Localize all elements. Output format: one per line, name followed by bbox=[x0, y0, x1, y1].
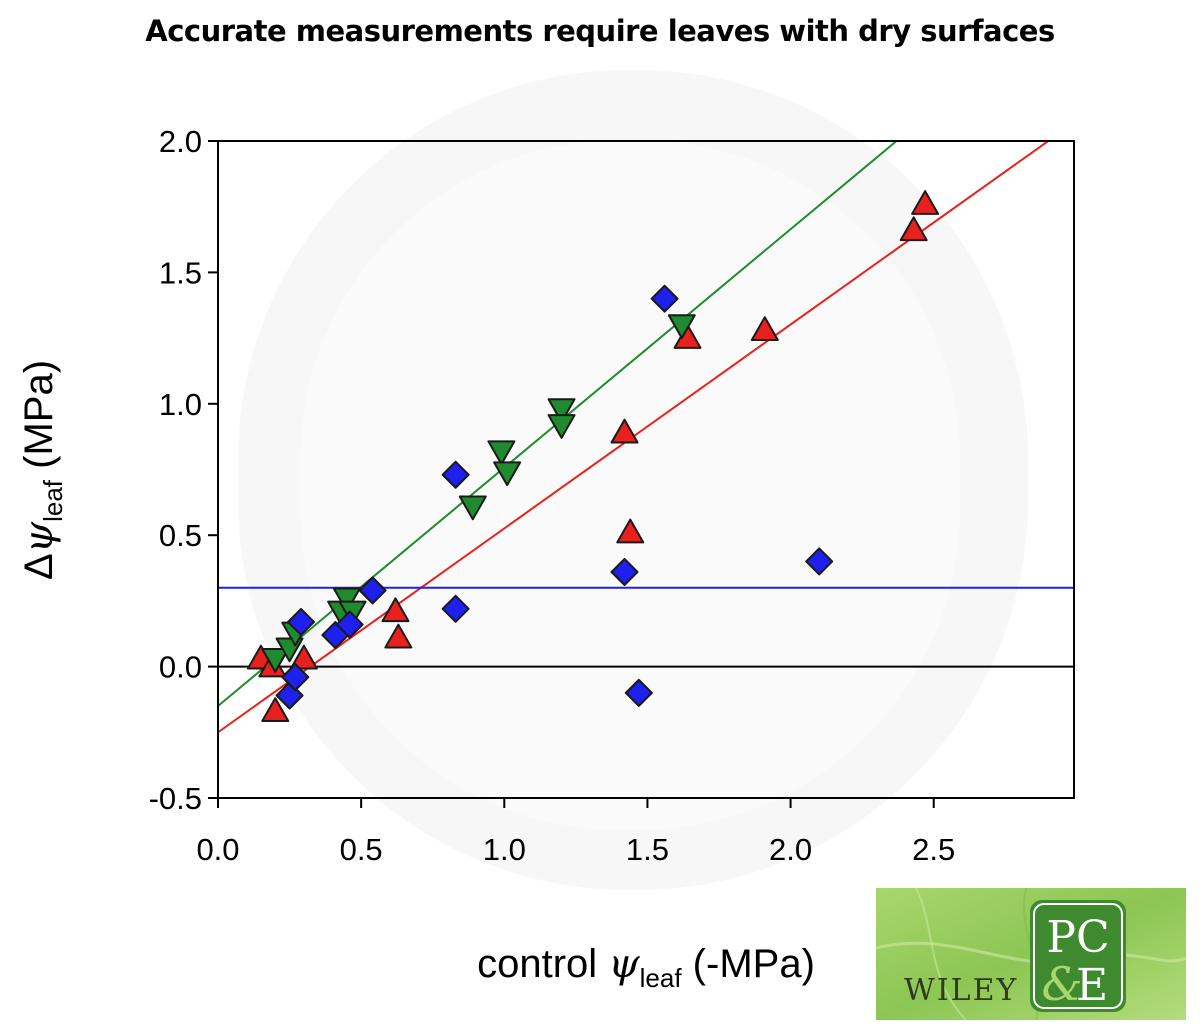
svg-text:WILEY: WILEY bbox=[904, 973, 1018, 1008]
wiley-pce-logo: WILEY PC & E bbox=[875, 887, 1187, 1021]
data-point-triangle-up bbox=[289, 644, 318, 670]
data-point-diamond bbox=[335, 610, 364, 639]
svg-text:PC: PC bbox=[1046, 912, 1109, 963]
plot-clip-group bbox=[218, 141, 1074, 734]
data-point-triangle-up bbox=[911, 190, 940, 215]
x-tick-label: 0.0 bbox=[196, 832, 239, 867]
data-point-diamond bbox=[610, 557, 639, 586]
data-point-triangle-down bbox=[458, 495, 487, 521]
background-watermark bbox=[238, 70, 1028, 890]
data-point-diamond bbox=[441, 594, 470, 623]
y-tick-label: 0.5 bbox=[159, 518, 202, 553]
data-point-triangle-up bbox=[616, 518, 645, 544]
axes: -0.5 0.0 0.5 1.0 1.5 2.0 0.0 0.5 1.0 1.5 2.0 2.5 con… bbox=[16, 124, 1075, 993]
x-tick-label: 0.5 bbox=[340, 832, 383, 867]
x-tick-label: 2.0 bbox=[769, 832, 812, 867]
plot-area bbox=[218, 141, 1074, 734]
y-tick-label: 0.0 bbox=[159, 650, 202, 685]
x-tick-label: 1.0 bbox=[483, 832, 526, 867]
data-point-triangle-down bbox=[493, 461, 522, 487]
svg-text:&: & bbox=[1042, 957, 1083, 1011]
data-point-triangle-up bbox=[610, 418, 639, 444]
y-axis-label: Δψleaf (MPa) bbox=[16, 360, 68, 580]
data-point-triangle-down bbox=[332, 587, 361, 613]
data-point-triangle-down bbox=[547, 414, 576, 439]
svg-text:E: E bbox=[1076, 960, 1108, 1011]
data-point-diamond bbox=[624, 678, 653, 707]
data-point-triangle-up bbox=[384, 623, 413, 649]
data-point-triangle-down bbox=[487, 440, 516, 466]
data-point-diamond bbox=[287, 607, 316, 636]
data-point-triangle-down bbox=[261, 647, 290, 673]
data-point-diamond bbox=[358, 576, 387, 605]
y-tick-label: -0.5 bbox=[149, 781, 202, 816]
data-point-triangle-up bbox=[261, 697, 290, 723]
data-point-diamond bbox=[650, 284, 679, 313]
y-tick-label: 1.5 bbox=[159, 255, 202, 290]
data-point-diamond bbox=[805, 547, 834, 576]
data-point-diamond bbox=[441, 460, 470, 489]
chart-title: Accurate measurements require leaves wit… bbox=[145, 14, 1055, 48]
y-tick-label: 2.0 bbox=[159, 124, 202, 159]
data-point-triangle-down bbox=[667, 314, 696, 339]
data-point-triangle-up bbox=[750, 316, 779, 341]
plot-frame bbox=[217, 140, 1075, 799]
y-tick-label: 1.0 bbox=[159, 387, 202, 422]
x-tick-label: 2.5 bbox=[912, 832, 955, 867]
data-point-triangle-down bbox=[547, 398, 576, 424]
x-tick-label: 1.5 bbox=[626, 832, 669, 867]
data-point-triangle-up bbox=[899, 216, 928, 242]
data-point-triangle-up bbox=[381, 597, 410, 623]
x-axis-label: control ψleaf (-MPa) bbox=[477, 941, 815, 993]
data-point-diamond bbox=[281, 663, 310, 692]
